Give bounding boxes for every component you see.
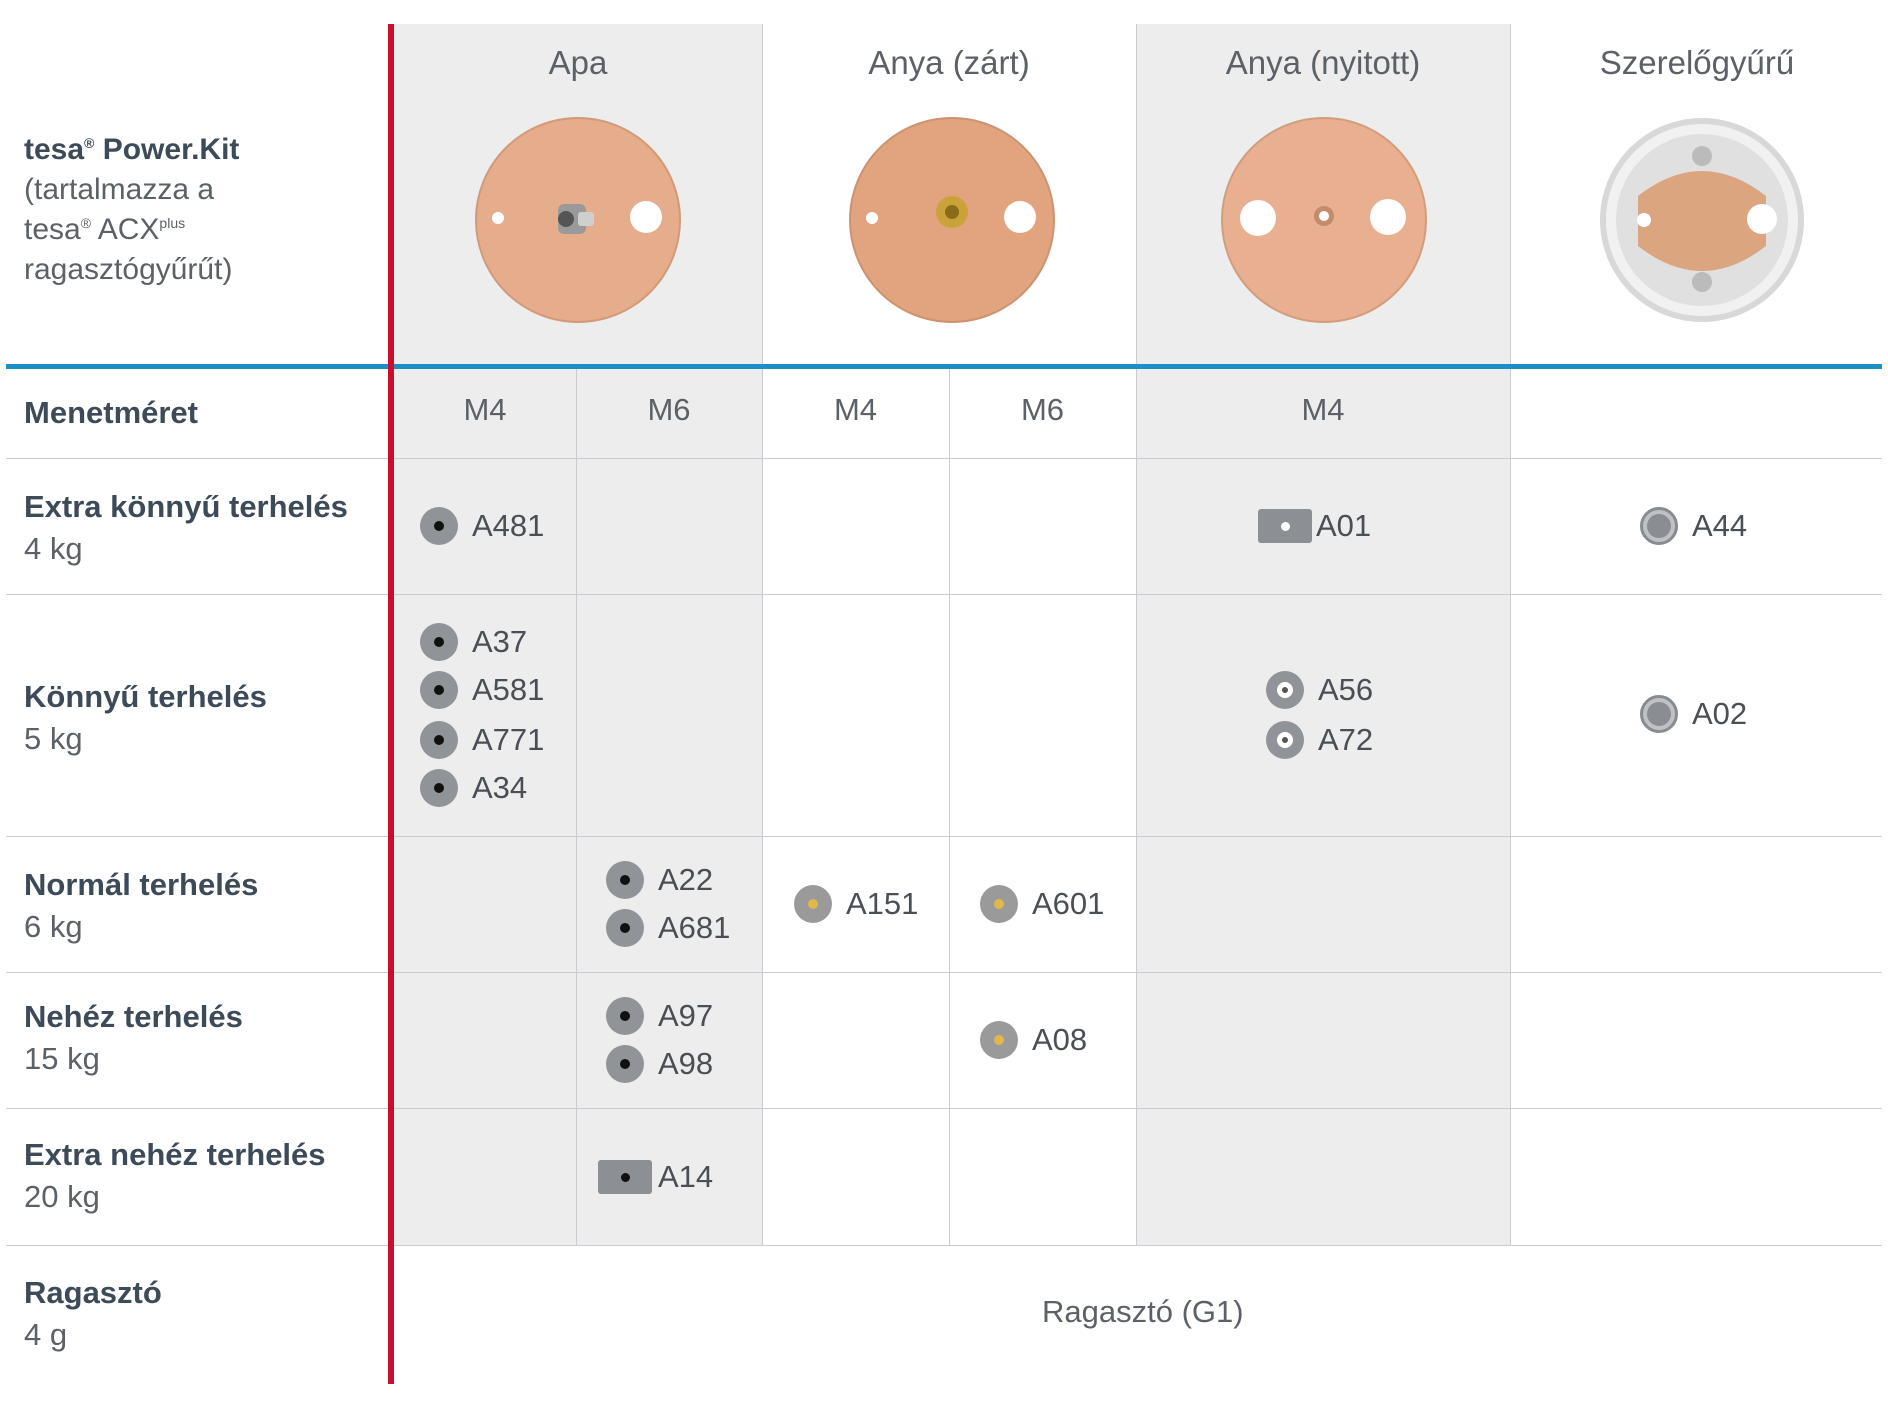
header-divider bbox=[6, 364, 1882, 369]
thread-size-label: Menetméret bbox=[24, 395, 198, 430]
grid-hline bbox=[6, 1108, 1882, 1109]
open-nut-icon bbox=[1266, 721, 1304, 759]
male-thread-icon bbox=[606, 997, 644, 1035]
product-desc-line-3: ragasztógyűrűt) bbox=[24, 253, 233, 286]
mounting-ring-small-icon bbox=[1640, 507, 1678, 545]
thread-m4-anya-nyitott: M4 bbox=[1301, 392, 1345, 427]
grid-hline bbox=[6, 594, 1882, 595]
thread-m4-apa: M4 bbox=[463, 392, 507, 427]
grid-vline bbox=[1510, 24, 1511, 364]
grid-vline bbox=[762, 24, 763, 364]
row-label-extra-heavy: Extra nehéz terhelés 20 kg bbox=[24, 1137, 326, 1214]
male-thread-plate-icon bbox=[598, 1160, 652, 1194]
male-thread-icon bbox=[420, 623, 458, 661]
grid-hline bbox=[6, 1245, 1882, 1246]
male-thread-icon bbox=[420, 507, 458, 545]
thread-m4-anya-zart: M4 bbox=[833, 392, 878, 427]
mounting-ring-icon bbox=[1600, 118, 1804, 322]
row-label-extra-light: Extra könnyű terhelés 4 kg bbox=[24, 489, 348, 566]
column-header-apa: Apa bbox=[548, 44, 608, 81]
column-header-anya-nyitott: Anya (nyitott) bbox=[1225, 44, 1421, 81]
grid-vline bbox=[949, 369, 950, 1245]
grid-vline bbox=[762, 369, 763, 1245]
thread-m6-anya-zart: M6 bbox=[1020, 392, 1065, 427]
row-label-normal: Normál terhelés 6 kg bbox=[24, 867, 259, 944]
grid-vline bbox=[1510, 369, 1511, 1245]
male-thread-icon bbox=[420, 769, 458, 807]
brand: tesa bbox=[24, 133, 85, 166]
row-label-heavy: Nehéz terhelés 15 kg bbox=[24, 999, 243, 1076]
male-thread-icon bbox=[420, 671, 458, 709]
closed-nut-disc-icon bbox=[849, 117, 1055, 323]
adhesive-value: Ragasztó (G1) bbox=[1042, 1294, 1244, 1329]
product-description: tesa® Power.Kit (tartalmazza a tesa® ACX… bbox=[24, 130, 394, 290]
open-nut-disc-icon bbox=[1221, 117, 1427, 323]
closed-nut-icon bbox=[980, 885, 1018, 923]
column-header-szereloegyuru: Szerelőgyűrű bbox=[1599, 44, 1795, 81]
product-desc-line-1: (tartalmazza a bbox=[24, 173, 215, 206]
column-header-anya-zart: Anya (zárt) bbox=[868, 44, 1030, 81]
label-column-divider bbox=[388, 24, 394, 1384]
grid-vline bbox=[576, 369, 577, 1245]
product-name: Power.Kit bbox=[94, 133, 240, 166]
male-thread-icon bbox=[420, 721, 458, 759]
closed-nut-icon bbox=[794, 885, 832, 923]
product-desc-line-2: tesa® ACXplus bbox=[24, 213, 186, 246]
open-nut-plate-icon bbox=[1258, 509, 1312, 543]
male-thread-icon bbox=[606, 909, 644, 947]
thread-m6-apa: M6 bbox=[647, 392, 691, 427]
mounting-ring-small-icon bbox=[1640, 695, 1678, 733]
row-label-adhesive: Ragasztó 4 g bbox=[24, 1275, 162, 1352]
reg-mark: ® bbox=[84, 135, 95, 151]
row-label-light: Könnyű terhelés 5 kg bbox=[24, 679, 267, 756]
closed-nut-icon bbox=[980, 1021, 1018, 1059]
open-nut-icon bbox=[1266, 671, 1304, 709]
grid-hline bbox=[6, 972, 1882, 973]
grid-vline bbox=[1136, 369, 1137, 1245]
male-thread-icon bbox=[606, 861, 644, 899]
grid-hline bbox=[6, 458, 1882, 459]
grid-vline bbox=[1136, 24, 1137, 364]
male-thread-icon bbox=[606, 1045, 644, 1083]
male-thread-disc-icon bbox=[475, 117, 681, 323]
grid-hline bbox=[6, 836, 1882, 837]
